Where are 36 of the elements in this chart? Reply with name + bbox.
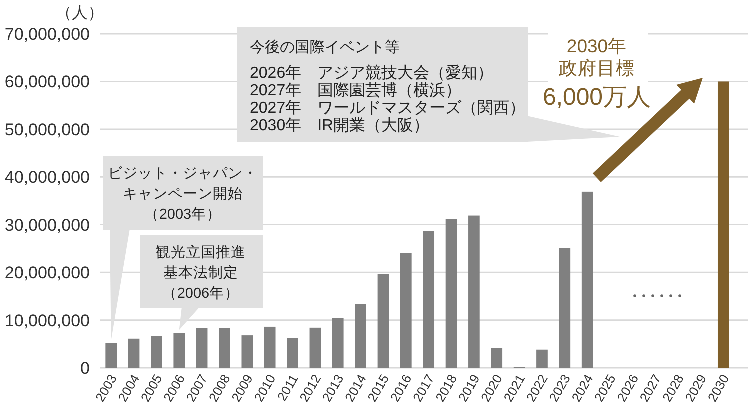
y-tick-label: 60,000,000 bbox=[4, 72, 90, 92]
bar bbox=[174, 333, 186, 368]
annotation: 2030年政府目標 bbox=[559, 36, 635, 78]
bar bbox=[423, 231, 435, 368]
annotation: 今後の国際イベント等 2026年 アジア競技大会（愛知） 2027年 国際園芸博（横浜） 2027年 ワールドマスターズ（関西） 2030年 IR開業（大阪） bbox=[250, 39, 526, 134]
bar bbox=[196, 328, 208, 368]
bar bbox=[310, 328, 322, 368]
y-axis-title: （人） bbox=[56, 5, 104, 22]
y-tick-label: 50,000,000 bbox=[4, 120, 90, 140]
annotation: 観光立国推進基本法制定（2006年） bbox=[156, 244, 246, 302]
y-tick-label: 70,000,000 bbox=[4, 25, 90, 44]
y-tick-label: 10,000,000 bbox=[4, 311, 90, 330]
bar bbox=[264, 326, 276, 368]
bar bbox=[559, 248, 571, 368]
bar bbox=[446, 219, 458, 368]
bar bbox=[106, 343, 118, 368]
bar bbox=[332, 318, 344, 368]
y-tick-label: 30,000,000 bbox=[4, 216, 90, 235]
bar bbox=[400, 253, 412, 368]
annotation: 6,000万人 bbox=[542, 84, 652, 111]
bar bbox=[287, 338, 298, 368]
y-tick-label: 20,000,000 bbox=[4, 264, 90, 283]
bar bbox=[151, 336, 162, 368]
bar bbox=[582, 192, 594, 368]
bar bbox=[128, 338, 140, 368]
annotation: ビジット・ジャパン・キャンペーン開始（2003年） bbox=[108, 166, 258, 223]
bar bbox=[718, 82, 730, 368]
y-tick-label: 0 bbox=[80, 359, 90, 378]
bar bbox=[219, 328, 230, 368]
bar bbox=[468, 216, 480, 368]
bar bbox=[355, 304, 366, 368]
bar bbox=[491, 348, 503, 368]
bar bbox=[378, 274, 390, 368]
y-tick-label: 40,000,000 bbox=[4, 168, 90, 188]
bar bbox=[242, 336, 254, 368]
bar bbox=[536, 350, 548, 368]
